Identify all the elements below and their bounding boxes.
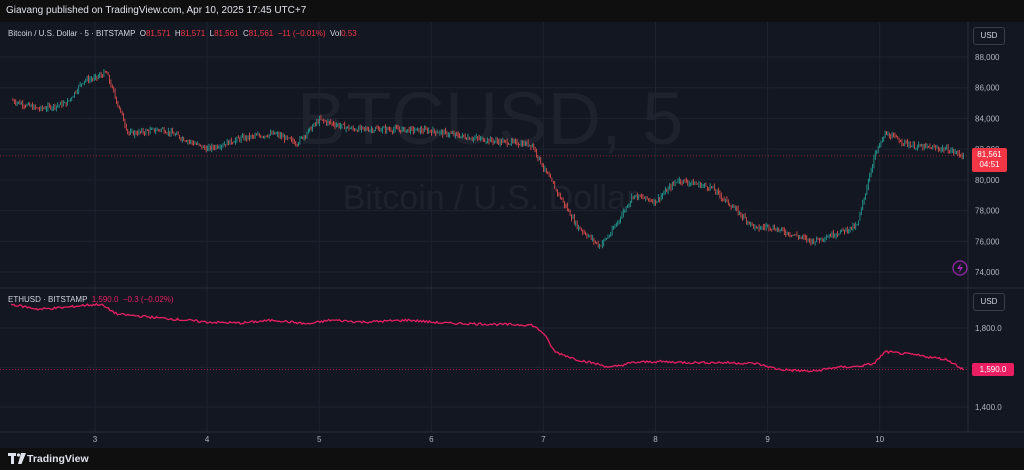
open-value: 81,571 bbox=[145, 29, 171, 38]
eth-change: −0.3 (−0.02%) bbox=[122, 295, 174, 304]
x-tick-label: 10 bbox=[875, 435, 884, 444]
footer-bar: TradingView bbox=[0, 448, 1024, 470]
btc-series bbox=[0, 69, 968, 250]
close-label: C bbox=[242, 29, 249, 38]
btc-currency-button[interactable]: USD bbox=[973, 27, 1005, 45]
btc-y-tick-label: 88,000 bbox=[975, 53, 1000, 62]
change-value: −11 (−0.01%) bbox=[277, 29, 326, 38]
open-label: O bbox=[139, 29, 146, 38]
footer-brand[interactable]: TradingView bbox=[27, 453, 89, 465]
grid-lines bbox=[0, 22, 968, 432]
axes: 34567891088,00086,00084,00082,00080,0007… bbox=[0, 22, 1024, 444]
tradingview-logo-icon bbox=[8, 453, 26, 464]
vol-label: Vol bbox=[330, 29, 342, 38]
eth-last-price-tag: 1,590.0 bbox=[972, 363, 1014, 376]
eth-y-tick-label: 1,400.0 bbox=[975, 403, 1002, 412]
btc-countdown: 04:51 bbox=[979, 160, 1000, 169]
eth-legend: ETHUSD · BITSTAMP 1,590.0 −0.3 (−0.02%) bbox=[8, 295, 174, 304]
eth-symbol: ETHUSD · BITSTAMP bbox=[8, 295, 88, 304]
close-value: 81,561 bbox=[248, 29, 274, 38]
eth-y-tick-label: 1,800.0 bbox=[975, 324, 1002, 333]
btc-y-tick-label: 74,000 bbox=[975, 268, 1000, 277]
x-tick-label: 3 bbox=[93, 435, 98, 444]
btc-last-price: 81,561 bbox=[977, 150, 1002, 159]
x-tick-label: 8 bbox=[653, 435, 658, 444]
x-tick-label: 9 bbox=[765, 435, 770, 444]
btc-symbol: Bitcoin / U.S. Dollar · 5 · BITSTAMP bbox=[8, 29, 136, 38]
low-value: 81,561 bbox=[214, 29, 239, 38]
eth-currency-button[interactable]: USD bbox=[973, 293, 1005, 311]
publish-bar: Giavang published on TradingView.com, Ap… bbox=[0, 0, 1024, 22]
x-tick-label: 5 bbox=[317, 435, 322, 444]
btc-y-tick-label: 76,000 bbox=[975, 237, 1000, 246]
lightning-icon[interactable] bbox=[952, 260, 968, 276]
x-tick-label: 4 bbox=[205, 435, 210, 444]
btc-y-tick-label: 86,000 bbox=[975, 84, 1000, 93]
high-label: H bbox=[174, 29, 181, 38]
btc-y-tick-label: 80,000 bbox=[975, 176, 1000, 185]
eth-line bbox=[10, 302, 964, 373]
btc-legend: Bitcoin / U.S. Dollar · 5 · BITSTAMP O81… bbox=[8, 29, 357, 38]
watermark-name: Bitcoin / U.S. Dollar bbox=[343, 179, 638, 217]
x-tick-label: 6 bbox=[429, 435, 434, 444]
publish-info: Giavang published on TradingView.com, Ap… bbox=[6, 5, 307, 16]
btc-last-price-tag: 81,561 04:51 bbox=[972, 148, 1007, 172]
high-value: 81,571 bbox=[180, 29, 206, 38]
eth-value: 1,590.0 bbox=[91, 295, 119, 304]
eth-series bbox=[0, 302, 968, 373]
btc-y-tick-label: 78,000 bbox=[975, 207, 1000, 216]
x-tick-label: 7 bbox=[541, 435, 546, 444]
vol-value: 0.53 bbox=[341, 29, 357, 38]
btc-y-tick-label: 84,000 bbox=[975, 114, 1000, 123]
low-label: L bbox=[209, 29, 215, 38]
